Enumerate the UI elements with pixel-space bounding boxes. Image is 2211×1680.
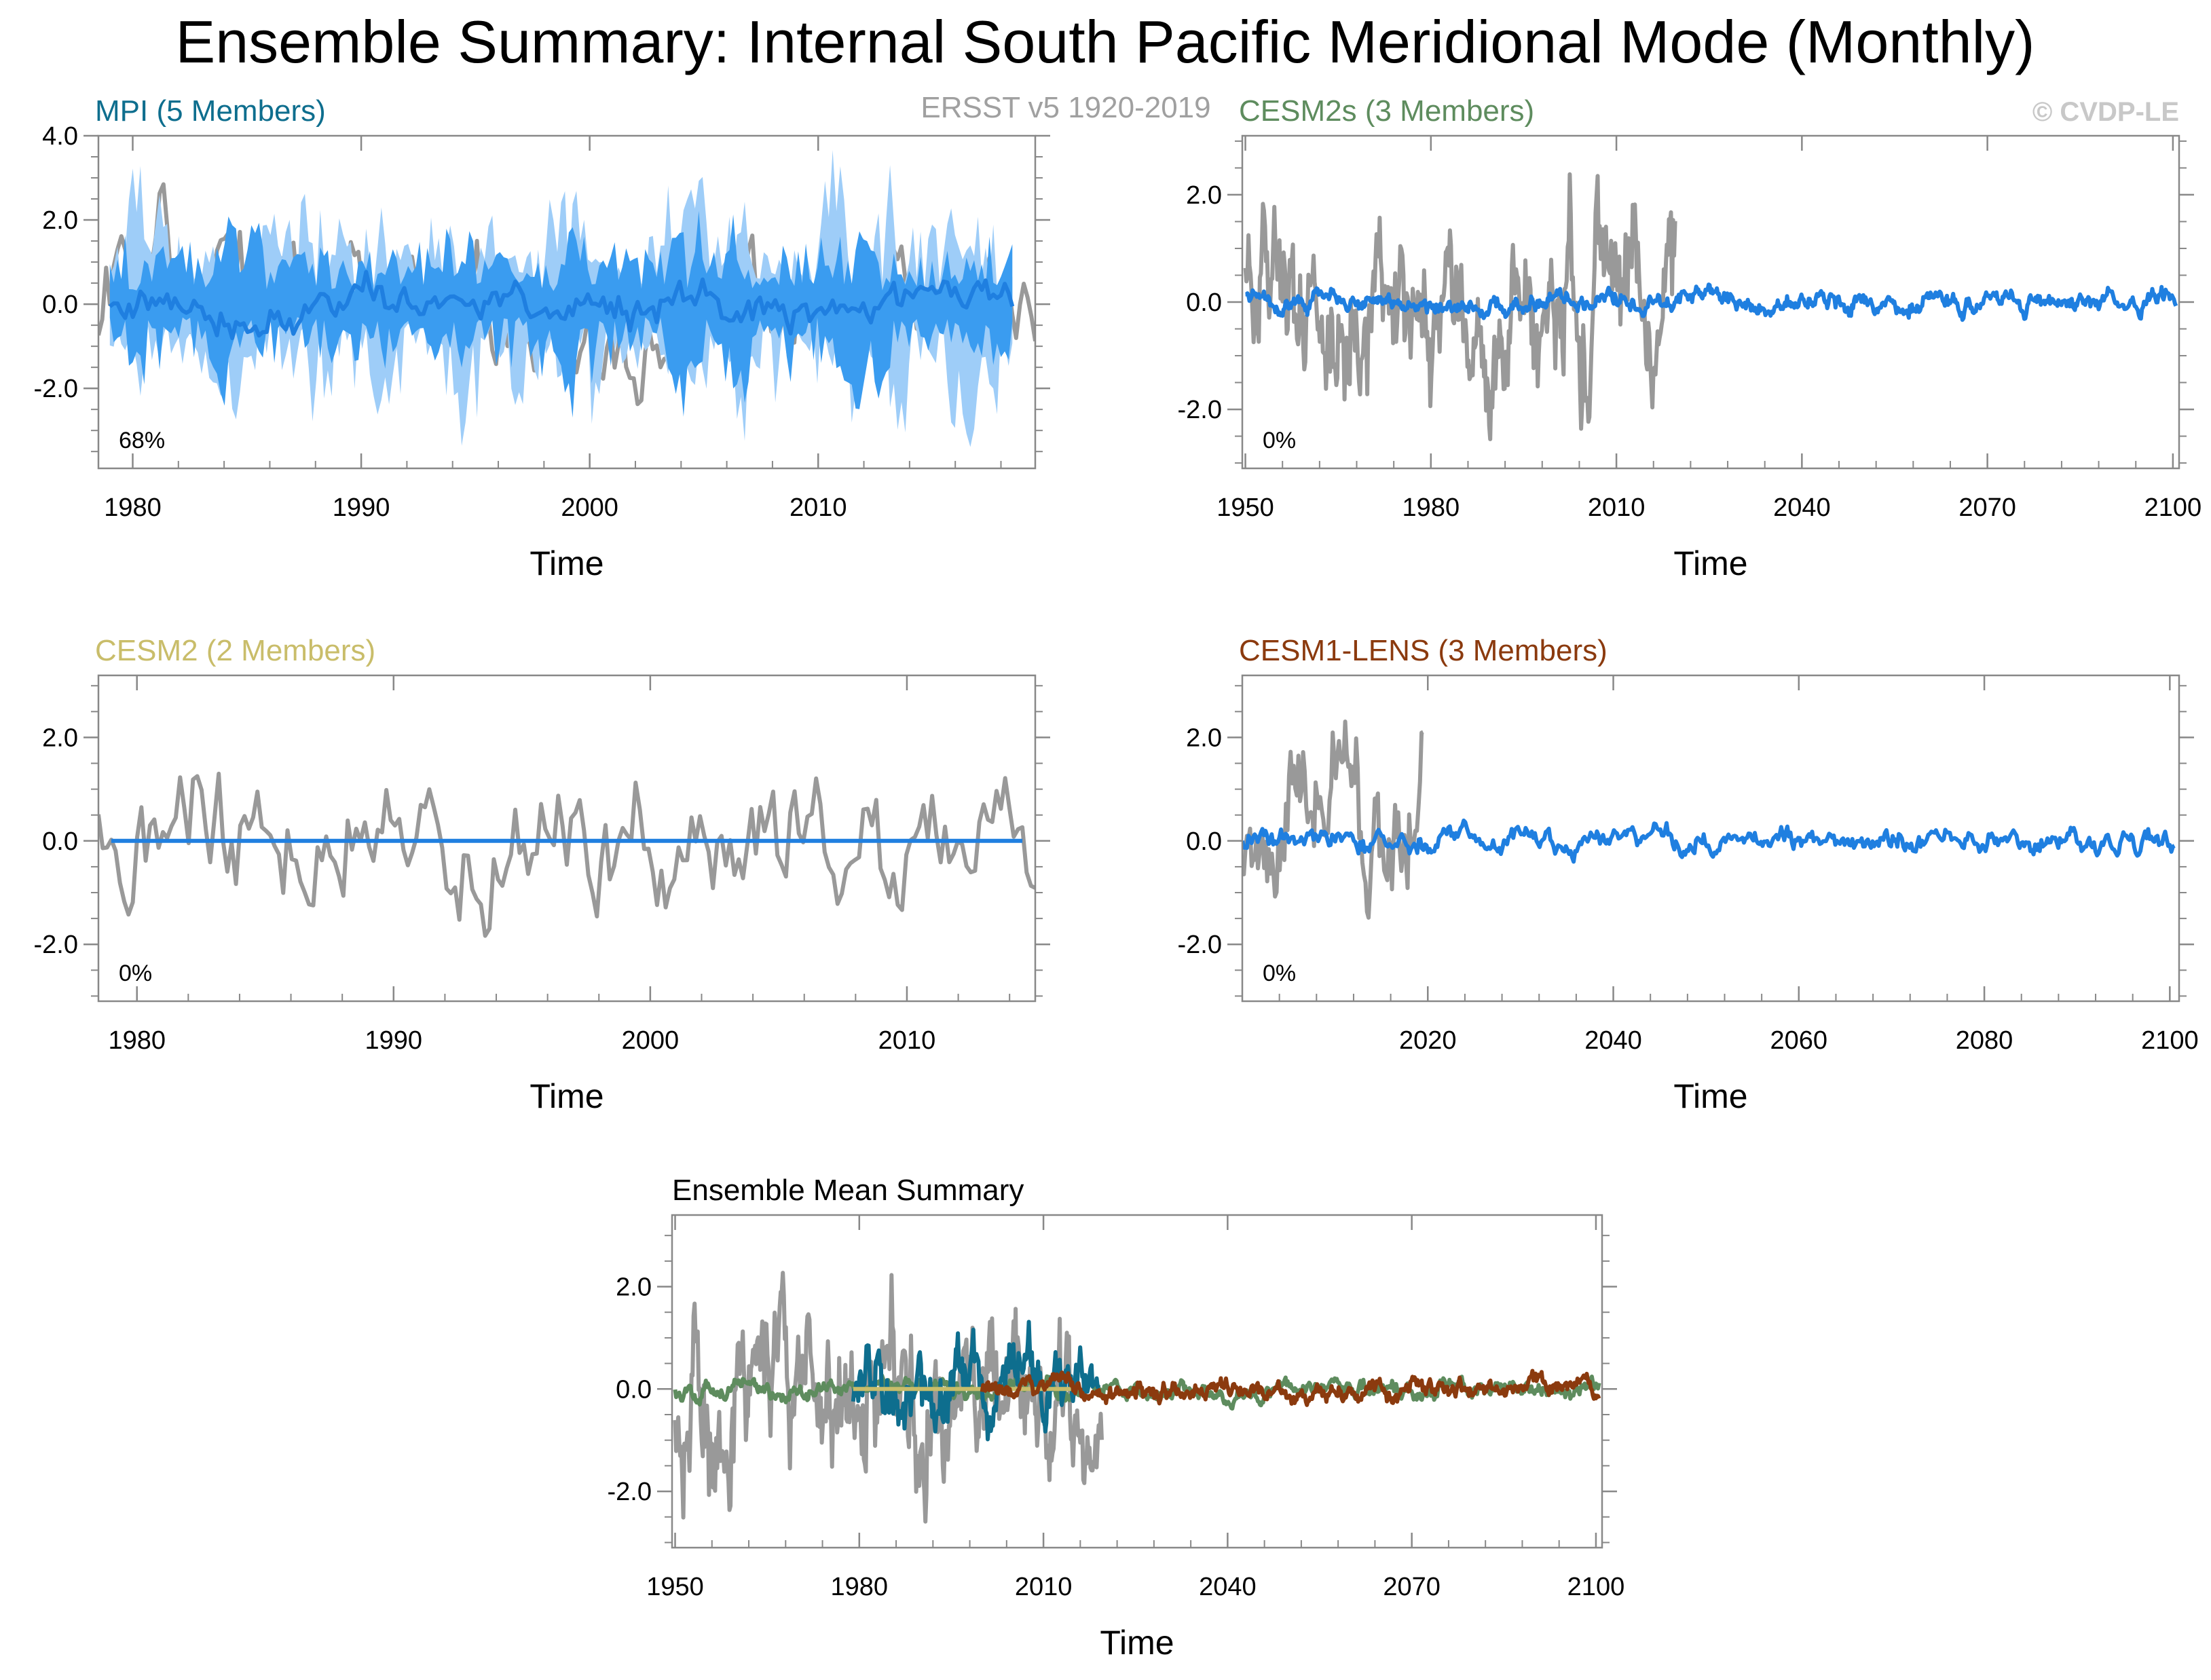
series-line-summary-4 [980,1368,1601,1407]
chart-panel-summary: Ensemble Mean Summary 1950 1980 2010 2040 207… [608,1174,1625,1662]
x-axis-label-cesm1lens: Time [1673,1077,1747,1115]
xtick-label-cesm2s-1: 1980 [1402,493,1460,522]
percent-annotation-cesm1lens: 0% [1263,960,1296,986]
plot-area-cesm2s [1243,172,2178,441]
x-axis-label-mpi: Time [529,544,603,582]
ytick-label-cesm2s-2: 2.0 [1186,181,1222,210]
plot-frame-summary [671,1214,1603,1549]
xtick-label-summary-2: 2010 [1015,1573,1073,1601]
panel-title-cesm1lens: CESM1-LENS (3 Members) [1239,634,1608,667]
ytick-label-cesm2-1: 0.0 [42,827,78,856]
xtick-label-cesm2s-5: 2100 [2144,493,2202,522]
figure-title: Ensemble Summary: Internal South Pacific… [176,8,2035,75]
xtick-label-cesm2s-3: 2040 [1773,493,1831,522]
xtick-label-cesm2-0: 1980 [108,1026,166,1055]
x-axis-label-cesm2: Time [529,1077,603,1115]
ytick-label-mpi-1: 0.0 [42,291,78,319]
xtick-label-summary-3: 2040 [1199,1573,1257,1601]
panel-title-cesm2: CESM2 (2 Members) [95,634,375,667]
ytick-label-summary-1: 0.0 [616,1375,652,1404]
ytick-label-cesm2s-0: -2.0 [1178,396,1222,424]
x-axis-label-summary: Time [1100,1624,1174,1662]
series-line-mpi-3 [108,269,1015,341]
plot-area-cesm2 [98,771,1035,938]
plot-area-cesm1lens [1242,720,2176,920]
plot-area-mpi [98,150,1035,447]
xtick-label-summary-5: 2100 [1567,1573,1625,1601]
percent-annotation-cesm2: 0% [119,960,152,986]
ytick-label-mpi-3: 4.0 [42,122,78,151]
series-line-cesm1lens-0 [1242,720,1424,920]
observations-label: ERSST v5 1920-2019 [921,91,1210,124]
ytick-label-cesm2-2: 2.0 [42,724,78,752]
ytick-label-cesm2-0: -2.0 [34,931,78,959]
chart-panel-mpi: MPI (5 Members) 1980 1990 2000 2010 -2.0 0.0 2.… [34,94,1050,582]
plot-frame-cesm2 [97,674,1037,1003]
percent-annotation-cesm2s: 0% [1263,428,1296,453]
plot-area-summary [673,1271,1601,1524]
ytick-label-cesm1lens-1: 0.0 [1186,827,1222,856]
chart-panel-cesm2s: CESM2s (3 Members) 1950 1980 2010 2040 2070 21… [1178,94,2202,582]
xtick-label-cesm2s-2: 2010 [1588,493,1646,522]
panel-title-cesm2s: CESM2s (3 Members) [1239,94,1534,128]
ytick-label-summary-2: 2.0 [616,1273,652,1302]
chart-panel-cesm2: CESM2 (2 Members) 1980 1990 2000 2010 -2.0 0.0… [34,634,1050,1115]
copyright-label: © CVDP-LE [2032,97,2179,127]
xtick-label-mpi-2: 2000 [561,493,618,522]
series-line-summary-2 [851,1320,1101,1442]
x-axis-label-cesm2s: Time [1673,544,1747,582]
xtick-label-cesm1lens-2: 2060 [1770,1026,1828,1055]
series-line-cesm2-0 [98,771,1035,938]
ytick-label-cesm2s-1: 0.0 [1186,288,1222,317]
xtick-label-summary-0: 1950 [646,1573,704,1601]
xtick-label-cesm2-3: 2010 [878,1026,936,1055]
percent-annotation-mpi: 68% [119,428,165,453]
ytick-label-summary-0: -2.0 [608,1478,652,1506]
xtick-label-cesm1lens-1: 2040 [1584,1026,1642,1055]
panel-title-summary: Ensemble Mean Summary [672,1174,1024,1207]
ytick-label-mpi-2: 2.0 [42,206,78,235]
series-line-cesm1lens-1 [1242,818,2176,864]
xtick-label-cesm2s-0: 1950 [1216,493,1274,522]
series-line-cesm2s-0 [1243,172,1677,441]
xtick-label-cesm2s-4: 2070 [1958,493,2016,522]
xtick-label-mpi-3: 2010 [789,493,847,522]
ytick-label-cesm1lens-2: 2.0 [1186,724,1222,752]
ytick-label-cesm1lens-0: -2.0 [1178,931,1222,959]
series-line-cesm2s-1 [1244,282,2178,322]
chart-panel-cesm1lens: CESM1-LENS (3 Members) 2020 2040 2060 2080 21… [1178,634,2199,1115]
xtick-label-summary-1: 1980 [831,1573,889,1601]
xtick-label-cesm1lens-0: 2020 [1399,1026,1457,1055]
xtick-label-summary-4: 2070 [1383,1573,1441,1601]
panel-title-mpi: MPI (5 Members) [95,94,326,128]
plot-frame-cesm1lens [1241,674,2180,1003]
xtick-label-mpi-0: 1980 [104,493,162,522]
plot-frame-mpi [97,134,1037,470]
xtick-label-cesm1lens-4: 2100 [2141,1026,2199,1055]
xtick-label-cesm2-2: 2000 [622,1026,680,1055]
ytick-label-mpi-0: -2.0 [34,375,78,403]
xtick-label-cesm2-1: 1990 [365,1026,423,1055]
xtick-label-cesm1lens-3: 2080 [1956,1026,2013,1055]
xtick-label-mpi-1: 1990 [333,493,390,522]
